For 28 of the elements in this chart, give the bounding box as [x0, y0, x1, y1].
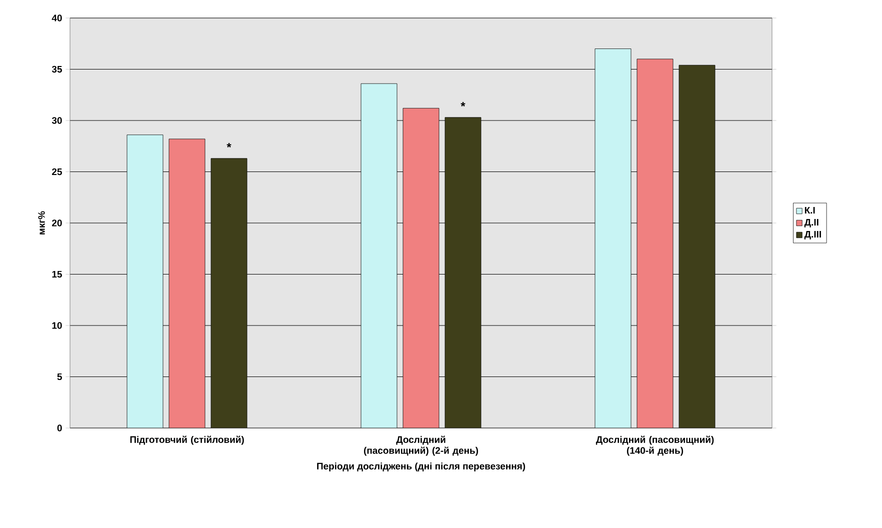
bar: [678, 64, 716, 428]
legend-label: К.І: [804, 207, 815, 214]
y-tick-label: 5: [57, 373, 62, 380]
y-axis-title: мкг%: [38, 211, 45, 234]
y-tick-label: 25: [52, 168, 62, 176]
y-tick-label: 35: [52, 66, 62, 73]
x-tick-label: Підготовчий (стійловий): [130, 436, 244, 445]
bar: [126, 134, 164, 428]
bar: [444, 117, 482, 428]
y-tick-label: 15: [52, 270, 62, 278]
annotation: *: [226, 143, 232, 148]
bar: [402, 108, 440, 428]
annotation: *: [460, 102, 466, 106]
bar: [210, 158, 248, 428]
x-axis-title: Періоди досліджень (дні після перевезення): [317, 462, 526, 472]
bar: [636, 58, 674, 428]
y-tick-label: 20: [52, 220, 62, 226]
y-tick-label: 40: [52, 14, 62, 22]
legend-label: Д.ІІІ: [804, 230, 821, 240]
x-tick-label: Дослідний (пасовищний) (2-й день): [364, 436, 478, 456]
bar: [594, 48, 632, 428]
y-tick-label: 30: [52, 117, 62, 124]
y-tick-label: 0: [57, 424, 62, 432]
x-tick-label: Дослідний (пасовищний) (140-й день): [596, 436, 714, 456]
bar: [360, 83, 398, 428]
y-tick-label: 10: [52, 322, 62, 329]
bar: [168, 138, 206, 428]
legend-label: Д.ІІ: [804, 218, 818, 228]
